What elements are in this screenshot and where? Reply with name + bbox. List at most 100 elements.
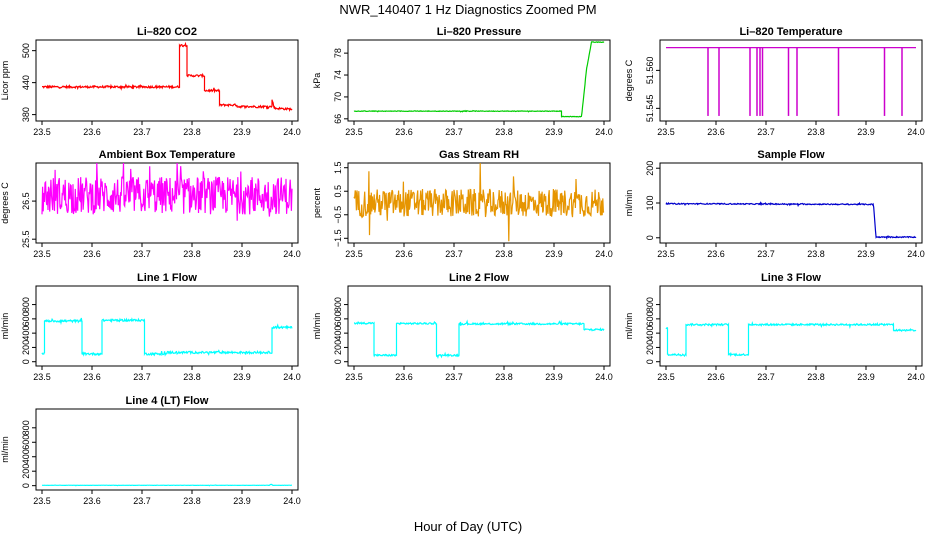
- y-tick-label: 200: [645, 161, 655, 176]
- plot-frame: [347, 285, 611, 367]
- x-tick-label: 23.9: [233, 249, 251, 259]
- panel-line1: Line 1 Flow 23.5 23.6 23.7 23.8 23.9 24.0 0 2004…: [0, 272, 301, 382]
- x-tick-label: 23.6: [707, 249, 725, 259]
- x-tick-label: 23.5: [33, 127, 51, 137]
- y-tick-label: 800: [21, 297, 31, 312]
- x-tick-label: 23.7: [133, 249, 151, 259]
- panel-pressure: Li–820 Pressure 23.5 23.6 23.7 23.8 23.9 24.0 6…: [312, 26, 613, 137]
- series-line-line4: [41, 483, 292, 487]
- x-tick-label: 23.8: [183, 127, 201, 137]
- x-tick-label: 24.0: [283, 372, 301, 382]
- y-tick-label: 0: [333, 359, 343, 364]
- y-tick-label: 800: [645, 297, 655, 312]
- y-tick-label: −0.5: [333, 206, 343, 224]
- x-tick-label: 23.9: [233, 127, 251, 137]
- x-tick-label: 23.7: [133, 372, 151, 382]
- series-line-line3: [665, 321, 917, 358]
- y-tick-label: 800: [333, 297, 343, 312]
- y-tick-label: 440: [21, 75, 31, 90]
- x-tick-label: 23.5: [345, 249, 363, 259]
- x-tick-label: 23.7: [757, 127, 775, 137]
- x-tick-label: 23.6: [395, 372, 413, 382]
- x-tick-label: 23.7: [757, 249, 775, 259]
- y-tick-label: 400: [21, 449, 31, 464]
- y-axis-label: ml/min: [0, 436, 10, 463]
- panel-temperature: Li–820 Temperature 23.5 23.6 23.7 23.8 23.9 24…: [624, 26, 925, 137]
- series-line-sample_flow: [665, 201, 917, 240]
- y-tick-label: 200: [645, 340, 655, 355]
- panel-co2: Li–820 CO2 23.5 23.6 23.7 23.8 23.9 24.0 380 440…: [0, 26, 301, 137]
- x-tick-label: 23.7: [445, 127, 463, 137]
- y-tick-label: 600: [21, 435, 31, 450]
- x-tick-label: 24.0: [595, 372, 613, 382]
- x-tick-label: 24.0: [283, 496, 301, 506]
- y-axis-label: percent: [312, 187, 322, 218]
- y-tick-label: 600: [21, 311, 31, 326]
- y-tick-label: 1.5: [333, 161, 343, 174]
- x-tick-label: 23.8: [183, 496, 201, 506]
- plot-frame: [347, 162, 611, 244]
- x-tick-label: 23.6: [83, 127, 101, 137]
- y-tick-label: 66: [333, 114, 343, 124]
- panel-title-pressure: Li–820 Pressure: [437, 26, 521, 38]
- y-axis-label: degrees C: [624, 59, 634, 101]
- x-tick-label: 23.5: [657, 372, 675, 382]
- panel-title-rh: Gas Stream RH: [439, 149, 519, 161]
- x-tick-label: 24.0: [283, 127, 301, 137]
- y-tick-label: 200: [21, 464, 31, 479]
- y-tick-label: 100: [645, 195, 655, 210]
- y-tick-label: 400: [333, 326, 343, 341]
- panel-title-line2: Line 2 Flow: [449, 272, 509, 284]
- panel-ambient: Ambient Box Temperature 23.5 23.6 23.7 23.8 2…: [0, 149, 301, 259]
- x-tick-label: 23.9: [545, 249, 563, 259]
- series-line-co2: [42, 41, 293, 112]
- y-tick-label: 70: [333, 92, 343, 102]
- panel-title-temperature: Li–820 Temperature: [739, 26, 842, 38]
- x-tick-label: 24.0: [283, 249, 301, 259]
- x-tick-label: 23.7: [757, 372, 775, 382]
- y-tick-label: 51.545: [645, 95, 655, 123]
- x-tick-label: 23.5: [345, 127, 363, 137]
- x-tick-label: 23.8: [807, 249, 825, 259]
- x-tick-label: 23.5: [657, 249, 675, 259]
- x-tick-label: 23.6: [707, 372, 725, 382]
- y-axis-label: ml/min: [0, 313, 10, 340]
- x-tick-label: 24.0: [595, 249, 613, 259]
- x-tick-label: 23.9: [857, 372, 875, 382]
- y-tick-label: 200: [21, 340, 31, 355]
- y-tick-label: 26.5: [21, 192, 31, 210]
- y-tick-label: 0: [21, 483, 31, 488]
- x-tick-label: 23.6: [83, 372, 101, 382]
- series-line-line2: [354, 319, 605, 360]
- y-axis-label: ml/min: [312, 313, 322, 340]
- series-line-line1: [41, 317, 293, 357]
- y-axis-label: ml/min: [624, 313, 634, 340]
- x-tick-label: 23.9: [857, 127, 875, 137]
- y-tick-label: 400: [645, 326, 655, 341]
- y-tick-label: 600: [645, 311, 655, 326]
- plot-frame: [35, 162, 299, 244]
- y-tick-label: −1.5: [333, 229, 343, 247]
- x-tick-label: 23.6: [395, 127, 413, 137]
- series-line-ambient: [41, 162, 293, 221]
- y-axis-label: kPa: [312, 73, 322, 89]
- x-tick-label: 23.8: [183, 249, 201, 259]
- panel-title-line1: Line 1 Flow: [137, 272, 197, 284]
- x-tick-label: 23.9: [233, 496, 251, 506]
- panel-title-line4: Line 4 (LT) Flow: [126, 395, 209, 407]
- plot-frame: [35, 408, 299, 491]
- x-tick-label: 23.9: [233, 372, 251, 382]
- x-tick-label: 23.7: [445, 249, 463, 259]
- y-axis-label: degrees C: [0, 182, 10, 224]
- plot-frame: [35, 285, 299, 367]
- x-tick-label: 23.5: [33, 496, 51, 506]
- panel-sample_flow: Sample Flow 23.5 23.6 23.7 23.8 23.9 24.0 0 100 2…: [624, 149, 925, 259]
- panel-line3: Line 3 Flow 23.5 23.6 23.7 23.8 23.9 24.0 0 2004…: [624, 272, 925, 382]
- y-tick-label: 78: [333, 48, 343, 58]
- x-tick-label: 23.6: [83, 496, 101, 506]
- x-tick-label: 23.7: [133, 496, 151, 506]
- y-tick-label: 0: [645, 235, 655, 240]
- y-tick-label: 400: [21, 326, 31, 341]
- x-tick-label: 23.8: [183, 372, 201, 382]
